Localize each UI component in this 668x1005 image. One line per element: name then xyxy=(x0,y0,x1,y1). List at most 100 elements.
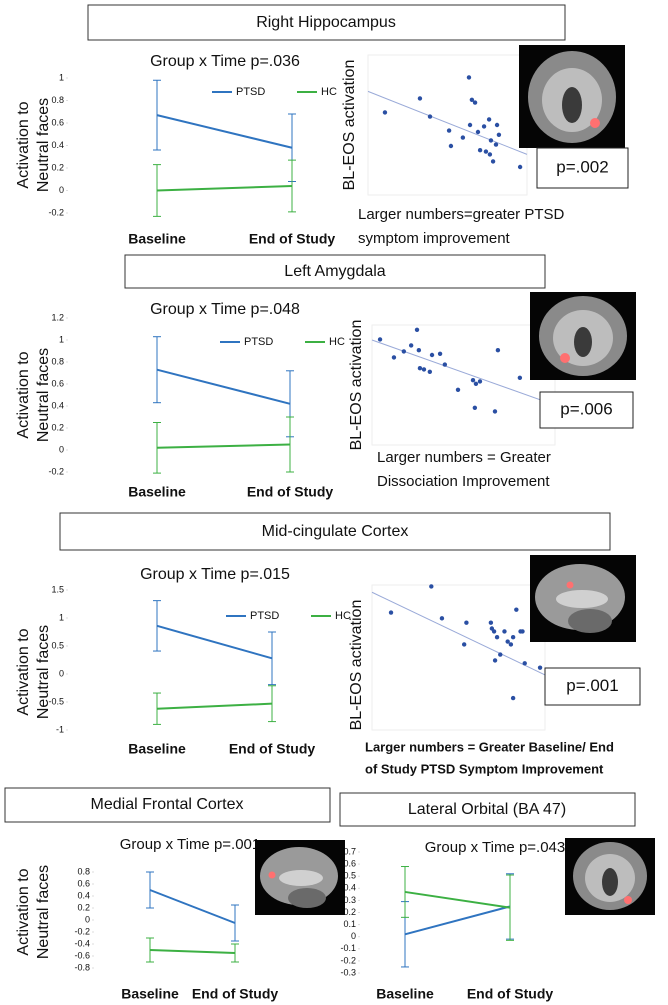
y-tick-label: 0 xyxy=(59,668,64,678)
trend-line xyxy=(371,339,556,406)
x-tick-label: Baseline xyxy=(128,484,186,500)
y-tick-label: -0.2 xyxy=(48,207,64,217)
x-tick-label: End of Study xyxy=(247,484,334,500)
y-tick-label: 1.2 xyxy=(51,312,64,322)
series-line xyxy=(404,905,511,936)
point xyxy=(429,352,435,358)
legend-label: PTSD xyxy=(236,86,265,98)
point xyxy=(537,665,543,670)
x-tick-label: Baseline xyxy=(376,986,434,1002)
point xyxy=(414,327,420,332)
caption: Dissociation Improvement xyxy=(377,473,550,490)
y-tick-label: 0.3 xyxy=(343,895,356,905)
chart-title: Group x Time p=.048 xyxy=(150,301,300,318)
point xyxy=(437,351,443,356)
y-axis-label: Neutral faces xyxy=(35,348,52,442)
caption: of Study PTSD Symptom Improvement xyxy=(365,761,604,776)
trend-line xyxy=(371,591,546,676)
point xyxy=(520,629,525,634)
y-tick-label: 0 xyxy=(85,914,90,924)
trend-line xyxy=(367,90,528,155)
brain-image xyxy=(530,555,636,642)
annotation: p=.006 xyxy=(560,399,612,418)
x-tick-label: Baseline xyxy=(128,741,186,757)
point xyxy=(494,122,500,128)
series-line xyxy=(149,949,236,954)
point xyxy=(472,100,478,105)
point xyxy=(472,405,478,410)
annotation: p=.001 xyxy=(566,676,618,695)
x-tick-label: End of Study xyxy=(229,741,316,757)
legend-label: PTSD xyxy=(250,610,279,622)
y-tick-label: -0.2 xyxy=(340,955,356,965)
plot-frame xyxy=(367,54,528,196)
x-tick-label: End of Study xyxy=(192,986,279,1002)
series-line xyxy=(156,443,291,449)
y-tick-label: 0.4 xyxy=(343,883,356,893)
legend-label: HC xyxy=(329,336,345,348)
point xyxy=(416,348,422,353)
y-axis-label: BL-EOS activation xyxy=(341,60,358,191)
point xyxy=(470,378,476,383)
point xyxy=(492,409,498,414)
legend-label: PTSD xyxy=(244,336,273,348)
section-box xyxy=(124,254,546,289)
point xyxy=(510,635,516,640)
point xyxy=(391,355,397,360)
point xyxy=(490,159,496,164)
legend-label: HC xyxy=(335,610,351,622)
point xyxy=(488,138,494,143)
y-tick-label: 0 xyxy=(59,444,64,454)
point xyxy=(439,616,445,621)
point xyxy=(467,122,473,128)
point xyxy=(487,152,493,157)
y-tick-label: -0.5 xyxy=(48,696,64,706)
point xyxy=(505,639,510,644)
brain-image xyxy=(255,840,345,915)
point xyxy=(483,149,489,154)
x-tick-label: Baseline xyxy=(121,986,179,1002)
y-axis-label: Neutral faces xyxy=(35,625,52,719)
x-tick-label: End of Study xyxy=(249,231,336,247)
point xyxy=(469,97,475,103)
chart-title: Group x Time p=.043 xyxy=(425,839,566,856)
caption: Larger numbers = Greater Baseline/ End xyxy=(365,739,614,754)
y-tick-label: -0.2 xyxy=(74,926,90,936)
y-axis-label: Activation to xyxy=(15,101,32,188)
y-tick-label: 0 xyxy=(59,185,64,195)
point xyxy=(486,117,492,122)
point xyxy=(477,379,483,384)
point xyxy=(377,337,383,342)
point xyxy=(448,143,454,149)
legend-label: HC xyxy=(321,86,337,98)
y-tick-label: 0.8 xyxy=(51,95,64,105)
section-title: Medial Frontal Cortex xyxy=(91,796,244,813)
y-tick-label: 0.6 xyxy=(51,378,64,388)
point xyxy=(455,387,461,392)
y-tick-label: 1 xyxy=(59,72,64,82)
section-title: Mid-cingulate Cortex xyxy=(262,523,409,540)
y-tick-label: 0.5 xyxy=(51,640,64,650)
y-tick-label: -1 xyxy=(56,724,64,734)
point xyxy=(494,635,500,640)
point xyxy=(522,661,527,666)
chart-title: Group x Time p=.015 xyxy=(140,566,290,583)
y-tick-label: 0.4 xyxy=(77,890,90,900)
point xyxy=(460,135,466,140)
point xyxy=(508,642,514,647)
point xyxy=(510,695,516,701)
point xyxy=(446,128,452,133)
point xyxy=(517,375,523,380)
point xyxy=(421,367,427,372)
y-tick-label: 0.2 xyxy=(77,902,90,912)
brain-images xyxy=(255,45,655,915)
point xyxy=(477,148,483,153)
y-tick-label: 0.4 xyxy=(51,400,64,410)
y-tick-label: 0.2 xyxy=(343,907,356,917)
chart-title: Group x Time p=.036 xyxy=(150,53,300,70)
section-box xyxy=(339,792,636,827)
brain-image xyxy=(530,292,636,380)
x-tick-label: Baseline xyxy=(128,231,186,247)
point xyxy=(517,164,523,170)
